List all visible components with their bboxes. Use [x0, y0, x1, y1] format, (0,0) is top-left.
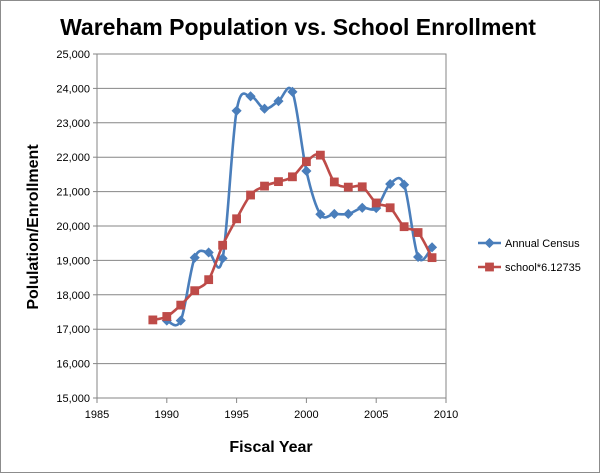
x-tick-label: 2000 [294, 409, 318, 421]
data-point-school-enrollment [427, 253, 437, 263]
data-point-school-enrollment [385, 203, 395, 213]
data-point-annual-census [273, 96, 284, 107]
y-tick-label: 17,000 [56, 324, 90, 336]
data-point-school-enrollment [246, 190, 255, 200]
data-point-annual-census [203, 247, 214, 258]
data-point-school-enrollment [357, 182, 367, 192]
x-tick-labels: 1985 1990 1995 2000 2005 2010 [85, 398, 458, 421]
data-point-annual-census [399, 179, 410, 190]
data-point-annual-census [343, 208, 354, 220]
y-tick-label: 18,000 [56, 290, 90, 302]
data-point-annual-census [385, 178, 396, 190]
data-point-annual-census [245, 91, 256, 102]
y-tick-label: 24,000 [56, 83, 90, 95]
y-tick-label: 15,000 [56, 393, 90, 405]
data-point-school-enrollment [399, 222, 409, 232]
data-point-school-enrollment [315, 150, 325, 160]
data-point-school-enrollment [301, 157, 311, 167]
data-point-annual-census [426, 242, 438, 253]
data-point-school-enrollment [260, 181, 269, 191]
legend-marker-school-enrollment [485, 262, 494, 272]
y-tick-label: 23,000 [56, 118, 90, 130]
data-point-annual-census [301, 165, 312, 177]
series-layer [148, 86, 438, 327]
x-axis-title: Fiscal Year [229, 439, 312, 456]
data-point-school-enrollment [413, 228, 423, 237]
x-tick-label: 1990 [155, 409, 179, 421]
data-point-school-enrollment [329, 177, 339, 187]
y-tick-label: 20,000 [56, 221, 90, 233]
data-point-annual-census [217, 253, 228, 264]
legend-label-annual-census: Annual Census [505, 238, 580, 250]
data-point-annual-census [287, 86, 298, 97]
y-tick-label: 25,000 [56, 49, 90, 61]
data-point-annual-census [357, 202, 368, 213]
legend-label-school-enrollment: school*6.12735 [505, 262, 581, 274]
data-point-school-enrollment [232, 214, 242, 224]
data-point-school-enrollment [343, 182, 353, 192]
data-point-annual-census [315, 209, 326, 220]
data-point-school-enrollment [190, 286, 200, 296]
data-point-annual-census [259, 103, 270, 114]
legend: Annual Census school*6.12735 [478, 237, 581, 274]
y-tick-labels: 15,000 16,000 17,000 18,000 19,000 20,000 21,0… [56, 49, 97, 405]
data-point-school-enrollment [288, 172, 297, 182]
data-point-school-enrollment [204, 275, 214, 285]
y-tick-label: 22,000 [56, 152, 90, 164]
data-point-annual-census [175, 315, 186, 326]
data-point-school-enrollment [218, 240, 228, 250]
data-point-school-enrollment [176, 300, 186, 310]
data-point-school-enrollment [148, 315, 158, 325]
data-point-school-enrollment [162, 312, 172, 321]
data-point-annual-census [413, 251, 424, 263]
series-school-enrollment [148, 150, 437, 325]
y-tick-label: 19,000 [56, 255, 90, 267]
y-tick-label: 21,000 [56, 187, 90, 199]
x-tick-label: 2005 [364, 409, 388, 421]
x-tick-label: 2010 [434, 409, 458, 421]
x-tick-label: 1995 [224, 409, 248, 421]
data-point-annual-census [329, 208, 340, 220]
data-point-annual-census [189, 252, 200, 263]
data-point-school-enrollment [371, 198, 381, 208]
y-tick-label: 16,000 [56, 359, 90, 371]
x-tick-label: 1985 [85, 409, 109, 421]
data-point-annual-census [231, 105, 242, 116]
y-axis-title: Polulation/Enrollment [25, 144, 42, 310]
chart-title: Wareham Population vs. School Enrollment [60, 14, 536, 40]
data-point-school-enrollment [274, 177, 283, 187]
legend-marker-annual-census [484, 237, 495, 249]
